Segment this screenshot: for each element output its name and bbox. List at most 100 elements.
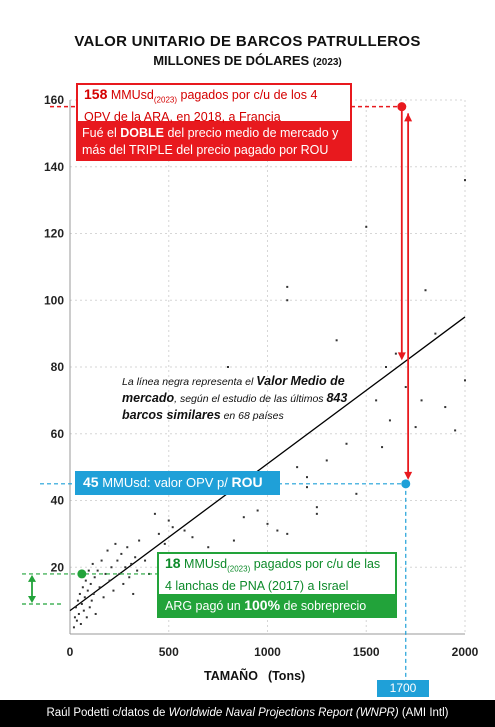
- data-point: [242, 516, 245, 519]
- source-footer: Raúl Podetti c/datos de Worldwide Naval …: [0, 700, 495, 727]
- data-point: [144, 559, 147, 562]
- data-point: [81, 586, 84, 589]
- red-arrowhead-top: [404, 113, 413, 122]
- data-point: [315, 512, 318, 515]
- data-point: [132, 592, 135, 595]
- data-point: [128, 576, 131, 579]
- data-point: [163, 542, 166, 545]
- data-point: [110, 566, 113, 569]
- data-points: [72, 179, 466, 629]
- data-point: [84, 579, 87, 582]
- tick-labels: 20 40 60 80 100 120 140 160 0 500 1000 1500 2000: [44, 93, 479, 659]
- data-point: [464, 179, 466, 182]
- data-point: [414, 426, 417, 429]
- data-point: [306, 476, 308, 479]
- data-point: [207, 546, 210, 549]
- data-point: [82, 609, 85, 612]
- data-point: [286, 285, 289, 288]
- data-point: [92, 592, 95, 595]
- data-point: [122, 582, 125, 585]
- data-point: [306, 486, 308, 489]
- data-point: [385, 366, 387, 368]
- data-point: [394, 352, 397, 355]
- data-point: [232, 539, 235, 542]
- data-point: [404, 386, 407, 389]
- data-point: [388, 419, 391, 422]
- data-point: [454, 429, 457, 432]
- data-point: [157, 532, 160, 535]
- data-point: [94, 612, 97, 615]
- data-point: [93, 576, 96, 579]
- data-point: [335, 339, 338, 342]
- data-point: [134, 556, 137, 559]
- axes: [69, 100, 466, 635]
- chart-subtitle: MILLONES DE DÓLARES (2023): [153, 53, 342, 68]
- data-point: [130, 562, 133, 565]
- data-point: [171, 526, 174, 529]
- y-tick-label: 40: [51, 494, 65, 508]
- x-tick-label: 500: [159, 645, 179, 659]
- data-point: [464, 379, 466, 382]
- x-axis-label: TAMAÑO (Tons): [204, 669, 306, 683]
- data-point: [79, 622, 82, 625]
- data-point: [276, 529, 279, 532]
- data-point: [76, 599, 79, 602]
- data-point: [315, 506, 318, 509]
- data-point: [153, 512, 156, 515]
- annotation-green-overprice: ARG pagó un 100% de sobreprecio: [157, 596, 397, 618]
- data-point: [89, 582, 92, 585]
- data-point: [381, 446, 384, 449]
- chart-title: VALOR UNITARIO DE BARCOS PATRULLEROS: [74, 33, 421, 50]
- data-point: [116, 559, 119, 562]
- highlight-point-2: [77, 569, 87, 579]
- data-point: [77, 612, 80, 615]
- data-point: [355, 492, 358, 495]
- data-point: [256, 509, 259, 512]
- data-point: [108, 579, 111, 582]
- data-point: [365, 225, 368, 228]
- red-arrowhead: [397, 352, 406, 361]
- data-point: [114, 542, 117, 545]
- data-point: [136, 569, 139, 572]
- data-point: [83, 596, 86, 599]
- x-tick-label: 1000: [254, 645, 281, 659]
- data-point: [73, 616, 76, 619]
- x-tick-label: 1500: [353, 645, 380, 659]
- data-point: [227, 366, 229, 368]
- data-point: [78, 592, 81, 595]
- data-point: [120, 552, 123, 555]
- x-tick-label: 2000: [452, 645, 479, 659]
- green-arrowhead-down: [28, 595, 36, 603]
- trendline-note: La línea negra representa el Valor Medio…: [122, 374, 348, 422]
- trend-line: [69, 316, 466, 612]
- y-tick-label: 160: [44, 93, 64, 107]
- data-point: [124, 566, 127, 569]
- data-point: [286, 532, 289, 535]
- data-point: [444, 406, 447, 409]
- data-point: [91, 562, 94, 565]
- y-tick-label: 20: [51, 560, 65, 574]
- data-point: [420, 399, 423, 402]
- data-point: [375, 399, 378, 402]
- data-point: [90, 599, 93, 602]
- green-arrowhead-up: [28, 574, 36, 582]
- data-point: [100, 559, 103, 562]
- data-point: [75, 619, 78, 622]
- x-marker-1700: 1700: [377, 680, 429, 697]
- data-point: [167, 519, 170, 522]
- x-tick-label: 0: [67, 645, 74, 659]
- data-point: [106, 549, 109, 552]
- data-point: [138, 539, 141, 542]
- data-point: [86, 589, 89, 592]
- annotation-red-price: 158 MMUsd(2023) pagados por c/u de los 4…: [76, 83, 352, 124]
- data-point: [296, 466, 299, 469]
- data-point: [266, 522, 269, 525]
- annotation-green-price: 18 MMUsd(2023) pagados por c/u de las 4 …: [157, 552, 397, 596]
- data-point: [112, 589, 115, 592]
- data-point: [80, 602, 83, 605]
- y-tick-label: 60: [51, 427, 65, 441]
- data-point: [191, 536, 194, 539]
- highlight-points: [77, 102, 411, 579]
- y-tick-label: 100: [44, 293, 64, 307]
- y-tick-label: 80: [51, 360, 65, 374]
